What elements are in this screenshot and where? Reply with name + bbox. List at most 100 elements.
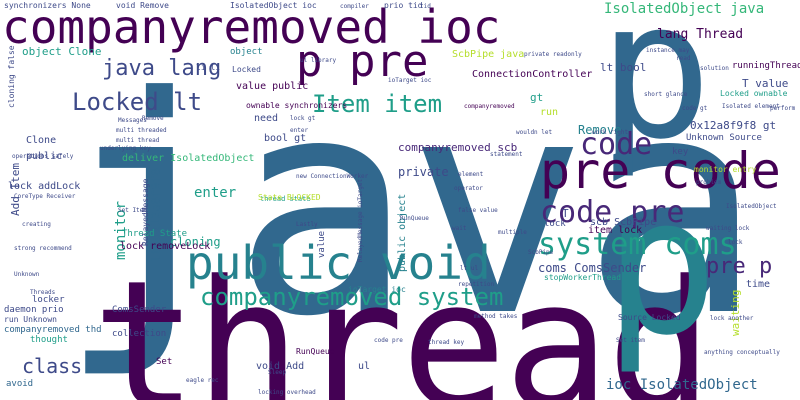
word: lock another: [710, 316, 753, 322]
word: ioTarget ioc: [348, 286, 406, 294]
word: RelayedMessage ioTarget: [358, 179, 364, 262]
word: value public: [236, 82, 308, 92]
word: CoreType Receiver: [14, 194, 75, 200]
word: Thread State: [122, 230, 187, 239]
word: element: [458, 172, 483, 178]
word: run Unknown: [4, 316, 57, 324]
word: lock: [544, 220, 566, 229]
word: code pre: [374, 338, 403, 344]
word: Locked ownable: [720, 90, 787, 98]
word: private: [398, 166, 449, 178]
word: Source Locked: [618, 314, 681, 322]
word: Lastly: [296, 222, 318, 228]
word: Sleep: [268, 370, 286, 376]
word: lock addLock: [8, 182, 80, 192]
word: IsolatedObject java: [604, 2, 764, 16]
word: object: [230, 48, 263, 57]
word: operator: [454, 186, 483, 192]
word: ComsSender: [112, 306, 166, 315]
word: private readonly: [524, 52, 582, 58]
word: IsolatedObject: [726, 204, 777, 210]
word: underlying key: [100, 146, 151, 152]
word: strong recommend: [14, 246, 72, 252]
word: 0x12a8f9f8 gt: [690, 120, 776, 131]
word: Unknown Source: [686, 134, 762, 143]
word: Unknown: [14, 272, 39, 278]
word: Threads: [30, 290, 55, 296]
word: Locked lt: [72, 90, 202, 114]
word: Set Item: [118, 208, 147, 214]
word: ul: [358, 362, 370, 372]
word: synchronizers None: [4, 2, 91, 10]
word: lock gt: [290, 116, 315, 122]
word: lt ul: [460, 266, 478, 272]
word: cloning false: [8, 45, 16, 108]
word: runningThreads: [732, 62, 800, 71]
word: bool gt: [264, 134, 306, 144]
word: State BLOCKED: [258, 194, 321, 202]
word: stopWorkerThread: [544, 274, 621, 282]
word: thought: [30, 336, 68, 345]
word: public object: [398, 194, 408, 272]
word: locking overhead: [258, 390, 316, 396]
word: RunQueue: [296, 348, 335, 356]
word: lt bool: [600, 62, 646, 73]
word: false value: [458, 208, 498, 214]
word: object Clone: [22, 46, 101, 57]
word: Clone: [26, 136, 56, 146]
word: code gt: [682, 106, 707, 112]
word: RunQueue: [400, 216, 429, 222]
word: eagle rec: [186, 378, 219, 384]
word: ul library: [300, 58, 336, 64]
word: lock: [728, 240, 742, 246]
word: T: [562, 208, 569, 219]
word: ownable synchronizers: [246, 102, 347, 110]
word: lock removeLock: [120, 242, 210, 252]
word: public void: [186, 240, 491, 286]
word: wouldn let: [516, 130, 552, 136]
word: solution: [700, 66, 729, 72]
word: work right: [592, 130, 628, 136]
word: Set: [156, 358, 172, 367]
word: companyremoved: [464, 104, 515, 110]
word: monitor entry: [694, 166, 757, 174]
word: gt: [530, 92, 543, 103]
word: ScbPipe: [528, 250, 553, 256]
word: lang Thread: [657, 28, 743, 41]
word: locker: [32, 296, 65, 305]
word: new ConnectionWorker: [296, 174, 368, 180]
word: daemon prio: [4, 306, 64, 315]
word: multi thread: [116, 138, 159, 144]
word: ScbPipe java: [452, 50, 524, 60]
word: multiple: [498, 230, 527, 236]
word: anything conceptually: [704, 350, 780, 356]
word: ioTarget ioc: [388, 78, 431, 84]
word: ioc IsolatedObject: [606, 378, 758, 392]
word: statement: [490, 152, 523, 158]
word: value: [318, 231, 327, 258]
word: Set item: [616, 338, 645, 344]
word: ConnectionController: [472, 70, 592, 80]
word: deliver IsolatedObject: [122, 154, 254, 164]
word: method takes: [474, 314, 517, 320]
word: thread key: [428, 340, 464, 346]
word: creating: [22, 222, 51, 228]
word: multi threaded: [116, 128, 167, 134]
word: collection: [112, 330, 166, 339]
word: compiler: [340, 4, 369, 10]
word: read: [676, 56, 690, 62]
word: prio tid: [384, 2, 423, 10]
word: short glance: [644, 92, 687, 98]
word: enter: [290, 128, 308, 134]
word: wait: [452, 226, 466, 232]
word: run: [540, 108, 558, 118]
word: li li: [196, 64, 220, 72]
word: operations safely: [12, 154, 73, 160]
word: repetition: [458, 282, 494, 288]
word: Locked: [232, 66, 261, 74]
word: tid: [420, 4, 431, 10]
word: T value: [742, 78, 788, 89]
word: class: [22, 356, 82, 376]
word: IsolatedObject ioc: [230, 2, 317, 10]
